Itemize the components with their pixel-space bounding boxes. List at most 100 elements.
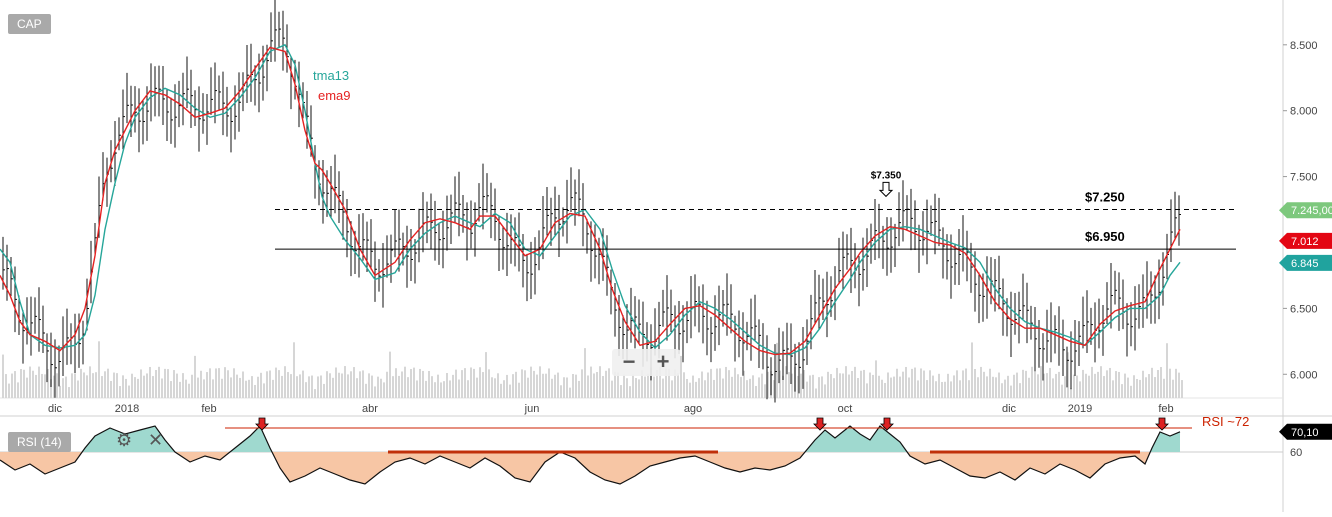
volume-bar bbox=[776, 342, 778, 398]
volume-bar bbox=[1157, 369, 1159, 398]
volume-bar bbox=[1115, 371, 1117, 398]
volume-bar bbox=[74, 373, 76, 398]
volume-bar bbox=[203, 379, 205, 398]
volume-bar bbox=[182, 373, 184, 398]
volume-bar bbox=[410, 369, 412, 398]
volume-bar bbox=[635, 378, 637, 398]
volume-bar bbox=[668, 368, 670, 398]
volume-bar bbox=[371, 375, 373, 398]
volume-bar bbox=[485, 352, 487, 398]
volume-bar bbox=[167, 369, 169, 398]
volume-bar bbox=[866, 383, 868, 398]
volume-bar bbox=[629, 386, 631, 398]
volume-bar bbox=[659, 366, 661, 398]
volume-bar bbox=[1133, 375, 1135, 398]
volume-bar bbox=[53, 375, 55, 398]
volume-bar bbox=[707, 372, 709, 398]
volume-bar bbox=[245, 380, 247, 398]
volume-bar bbox=[1016, 372, 1018, 398]
volume-bar bbox=[296, 376, 298, 398]
volume-bar bbox=[689, 382, 691, 398]
volume-bar bbox=[1040, 366, 1042, 398]
volume-bar bbox=[782, 375, 784, 398]
volume-bar bbox=[872, 374, 874, 398]
volume-bar bbox=[887, 372, 889, 398]
volume-bar bbox=[329, 373, 331, 398]
volume-bar bbox=[1181, 380, 1183, 398]
volume-bar bbox=[278, 370, 280, 398]
x-tick-label: dic bbox=[48, 403, 63, 415]
gear-icon[interactable]: ⚙ bbox=[116, 430, 133, 450]
volume-bar bbox=[281, 375, 283, 398]
symbol-tag: CAP bbox=[8, 14, 51, 34]
volume-bar bbox=[773, 380, 775, 398]
volume-bar bbox=[38, 366, 40, 398]
volume-bar bbox=[149, 366, 151, 398]
volume-bar bbox=[539, 366, 541, 398]
volume-bar bbox=[299, 374, 301, 398]
volume-bar bbox=[551, 378, 553, 398]
volume-bar bbox=[818, 377, 820, 398]
volume-bar bbox=[590, 366, 592, 398]
series-line-ema9 bbox=[0, 46, 1181, 356]
volume-bar bbox=[608, 368, 610, 398]
volume-bar bbox=[1097, 371, 1099, 398]
close-icon[interactable]: ✕ bbox=[148, 430, 164, 450]
volume-bar bbox=[665, 368, 667, 398]
volume-bar bbox=[188, 383, 190, 398]
volume-bar bbox=[638, 379, 640, 398]
volume-bar bbox=[275, 367, 277, 398]
volume-bar bbox=[152, 376, 154, 398]
zoom-in-button[interactable]: + bbox=[656, 349, 670, 374]
volume-bar bbox=[1178, 372, 1180, 398]
price-badge bbox=[1279, 232, 1332, 249]
volume-bar bbox=[497, 373, 499, 398]
volume-bar bbox=[761, 373, 763, 398]
volume-bar bbox=[398, 375, 400, 398]
volume-bar bbox=[110, 380, 112, 398]
volume-bar bbox=[890, 377, 892, 398]
hline-label: $7.250 bbox=[1085, 190, 1125, 205]
volume-bar bbox=[8, 383, 10, 398]
volume-bar bbox=[518, 382, 520, 398]
volume-bar bbox=[227, 370, 229, 398]
volume-bar bbox=[692, 375, 694, 398]
volume-bar bbox=[917, 380, 919, 398]
volume-bar bbox=[944, 381, 946, 398]
volume-bar bbox=[521, 369, 523, 398]
volume-bar bbox=[524, 370, 526, 398]
volume-bar bbox=[83, 372, 85, 398]
volume-bar bbox=[314, 389, 316, 398]
legend-tma13: tma13 bbox=[313, 68, 349, 83]
volume-bar bbox=[482, 372, 484, 398]
volume-bar bbox=[1088, 375, 1090, 398]
volume-bar bbox=[581, 369, 583, 398]
volume-bar bbox=[359, 371, 361, 398]
volume-bar bbox=[1034, 371, 1036, 398]
volume-bar bbox=[26, 377, 28, 398]
volume-bar bbox=[938, 373, 940, 398]
volume-bar bbox=[686, 378, 688, 398]
volume-bar bbox=[893, 376, 895, 398]
rsi-arrow-icon bbox=[255, 417, 269, 431]
volume-bar bbox=[650, 367, 652, 398]
volume-bar bbox=[791, 373, 793, 398]
volume-bar bbox=[506, 374, 508, 398]
volume-bar bbox=[557, 372, 559, 398]
rsi-threshold-label: RSI ~72 bbox=[1202, 414, 1249, 429]
volume-bar bbox=[89, 366, 91, 398]
volume-bar bbox=[806, 381, 808, 398]
volume-bar bbox=[677, 373, 679, 398]
volume-bar bbox=[1082, 369, 1084, 398]
rsi-arrow-icon bbox=[1155, 417, 1169, 431]
volume-bar bbox=[440, 382, 442, 398]
volume-bar bbox=[389, 351, 391, 398]
volume-bar bbox=[683, 372, 685, 398]
volume-bar bbox=[44, 374, 46, 398]
rsi-arrow-icon bbox=[880, 417, 894, 431]
volume-bar bbox=[740, 377, 742, 398]
volume-bar bbox=[290, 374, 292, 398]
volume-bar bbox=[317, 376, 319, 398]
zoom-out-button[interactable]: − bbox=[622, 349, 636, 374]
volume-bar bbox=[785, 366, 787, 398]
